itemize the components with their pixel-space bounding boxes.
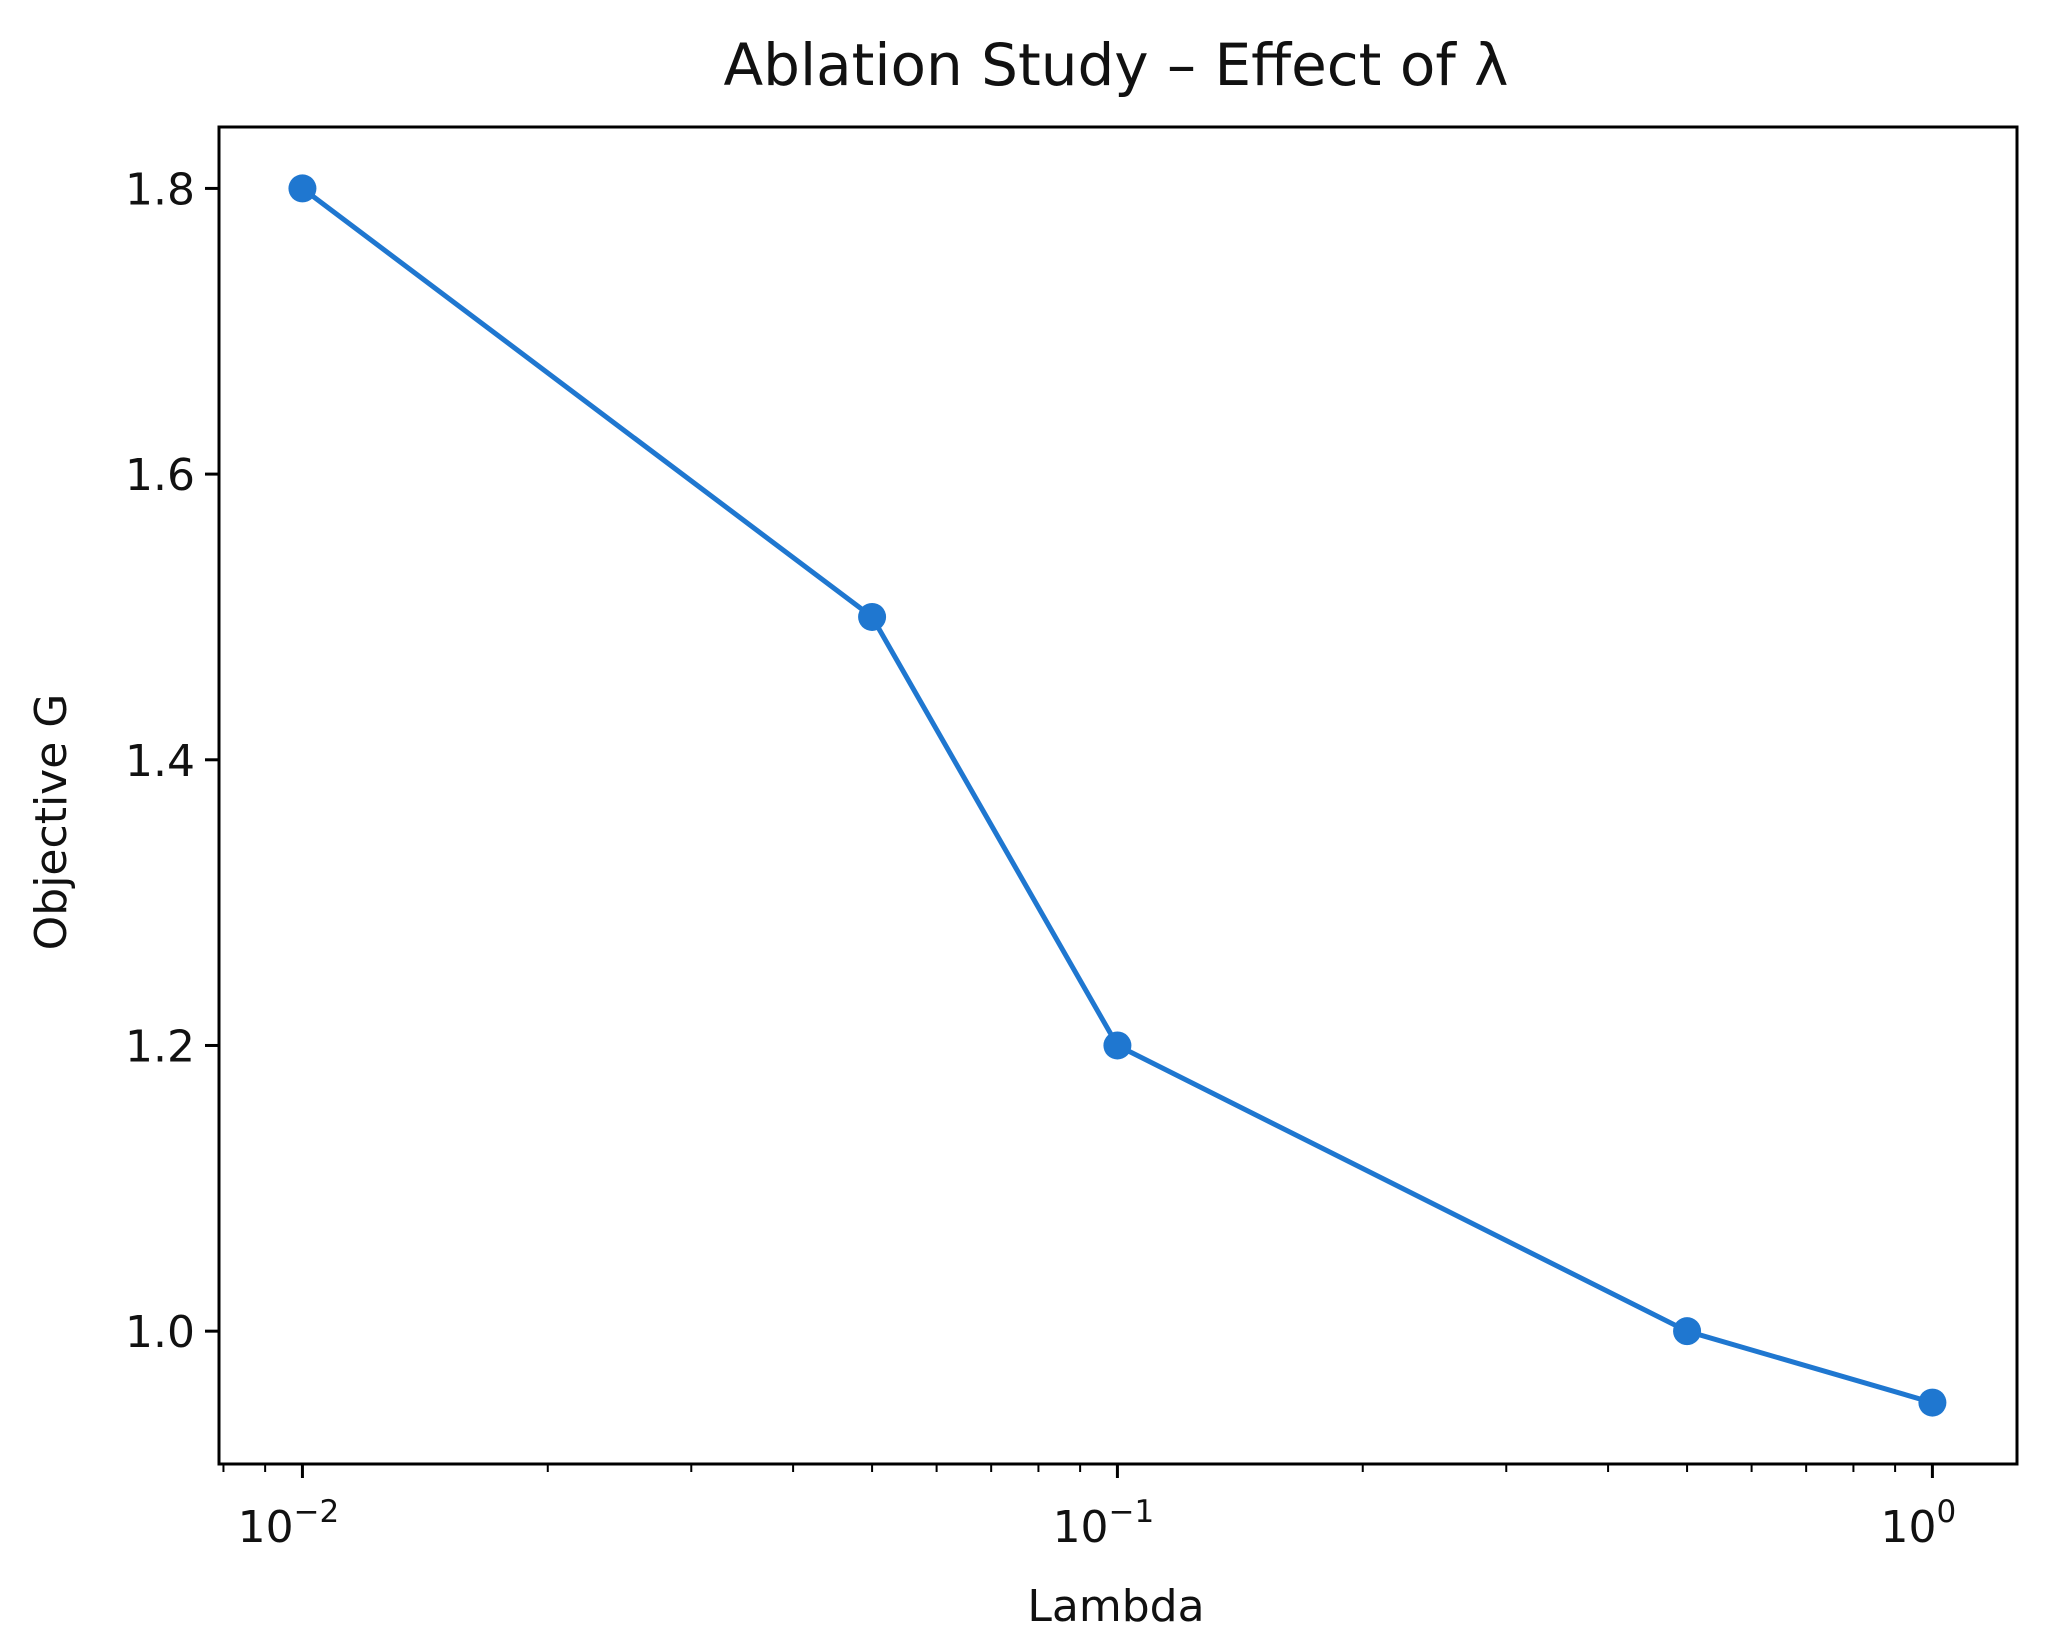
y-axis-label: Objective G bbox=[26, 694, 77, 951]
data-point bbox=[288, 174, 317, 203]
series-line bbox=[300, 186, 1934, 1406]
y-tick-label: 1.4 bbox=[125, 736, 195, 787]
x-tick-label: 10−1 bbox=[1053, 1494, 1155, 1553]
x-tick-label-exponent: −1 bbox=[1109, 1494, 1155, 1530]
plot-area-frame bbox=[217, 125, 2019, 1466]
data-point bbox=[1103, 1031, 1132, 1060]
data-point bbox=[1673, 1317, 1702, 1346]
x-tick-label-base: 10 bbox=[1053, 1502, 1109, 1553]
y-tick-label: 1.8 bbox=[125, 164, 195, 215]
x-axis-label: Lambda bbox=[1027, 1581, 1204, 1632]
data-point bbox=[1918, 1388, 1947, 1417]
y-tick-label: 1.2 bbox=[125, 1021, 195, 1072]
series-layer bbox=[288, 174, 1947, 1417]
x-tick-label-base: 10 bbox=[238, 1502, 294, 1553]
y-tick-label: 1.0 bbox=[125, 1307, 195, 1358]
y-tick-label: 1.6 bbox=[125, 450, 195, 501]
x-tick-label-base: 10 bbox=[1881, 1502, 1937, 1553]
x-tick-label: 100 bbox=[1881, 1494, 1957, 1553]
chart-title: Ablation Study – Effect of λ bbox=[723, 31, 1508, 99]
x-tick-label-exponent: −2 bbox=[294, 1494, 340, 1530]
data-point bbox=[858, 602, 887, 631]
x-tick-label-exponent: 0 bbox=[1937, 1494, 1957, 1530]
x-tick-label: 10−2 bbox=[238, 1494, 340, 1553]
axis-ticks: 1.01.21.41.61.810−2 10−1 100 bbox=[125, 164, 1956, 1553]
